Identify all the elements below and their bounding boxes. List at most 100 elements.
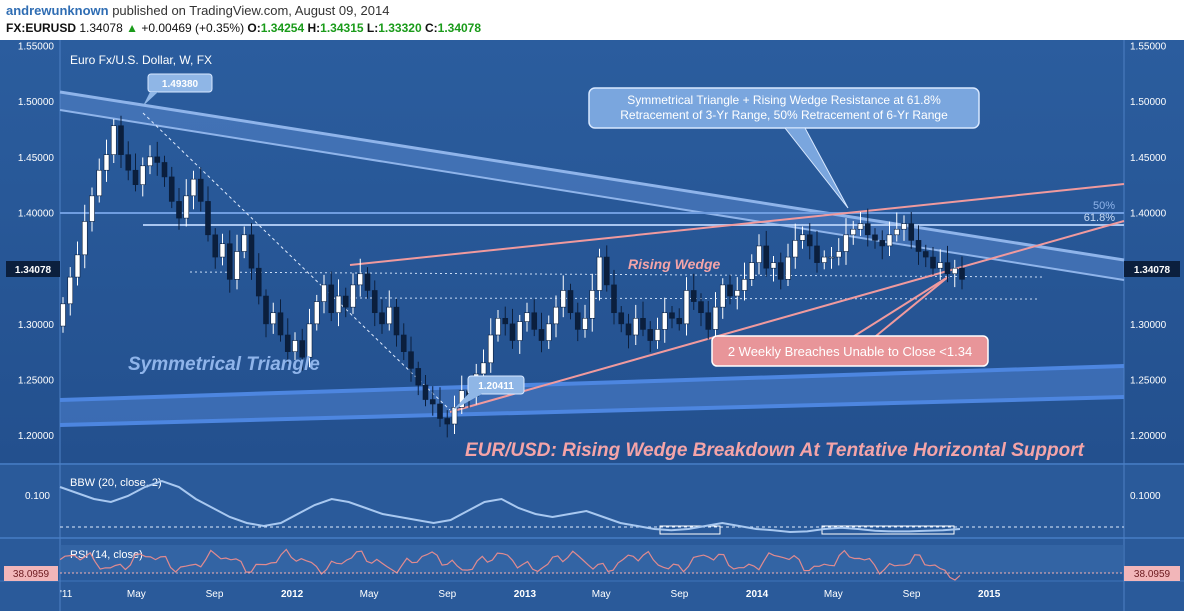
- candle-down: [255, 267, 262, 297]
- bbw-ytick-left: 0.100: [25, 491, 50, 502]
- candle-up: [792, 240, 799, 258]
- candle-up: [524, 312, 530, 322]
- candle-down: [342, 295, 349, 308]
- price-chart[interactable]: 1.550001.500001.450001.400001.350001.300…: [0, 40, 1184, 611]
- resistance-callout-line1: Symmetrical Triangle + Rising Wedge Resi…: [627, 93, 941, 107]
- candle-down: [625, 323, 632, 336]
- candle-down: [574, 312, 581, 330]
- candle-up: [487, 334, 494, 364]
- candle-down: [959, 267, 965, 280]
- candle-down: [567, 290, 574, 314]
- candle-down: [299, 340, 306, 358]
- author-link[interactable]: andrewunknown: [6, 3, 109, 18]
- candle-up: [589, 290, 596, 319]
- candle-down: [422, 384, 429, 400]
- wedge-upper-line: [349, 183, 1125, 266]
- bbw-panel: [0, 465, 1184, 537]
- close-label: C:: [424, 21, 438, 35]
- x-tick-label: 2013: [514, 589, 537, 600]
- x-tick-label: Sep: [903, 589, 921, 600]
- candle-up: [306, 323, 313, 358]
- y-tick-label: 1.50000: [1130, 97, 1167, 108]
- candle-down: [806, 234, 813, 247]
- candle-up: [183, 195, 190, 219]
- y-tick-label: 1.40000: [1130, 209, 1167, 220]
- close-value: 1.34078: [437, 21, 482, 35]
- resistance-callout: Symmetrical Triangle + Rising Wedge Resi…: [588, 87, 980, 209]
- candle-down: [922, 251, 929, 258]
- candle-down: [429, 399, 436, 405]
- candle-up: [89, 195, 95, 222]
- candle-down: [763, 245, 770, 269]
- y-tick-label: 1.55000: [18, 42, 55, 53]
- candle-down: [531, 312, 538, 330]
- candle-down: [248, 234, 255, 269]
- x-tick-label: May: [824, 589, 843, 600]
- candle-down: [814, 245, 820, 263]
- candle-down: [125, 154, 132, 171]
- y-tick-label: 1.25000: [1130, 376, 1167, 387]
- rsi-value-tag-left: 38.0959: [4, 566, 58, 581]
- rsi-label: RSI (14, close): [70, 549, 143, 561]
- bbw-label: BBW (20, close, 2): [70, 477, 162, 489]
- x-tick-label: Sep: [438, 589, 456, 600]
- candle-up: [219, 243, 226, 258]
- y-tick-label: 1.55000: [1130, 42, 1167, 53]
- candle-up: [835, 251, 842, 258]
- candle-down: [437, 403, 443, 419]
- candle-up: [313, 301, 320, 325]
- candle-up: [582, 317, 588, 330]
- x-tick-label: May: [360, 589, 379, 600]
- fib-618-label: 61.8%: [1084, 212, 1115, 224]
- candle-up: [901, 223, 907, 230]
- candle-up: [654, 329, 661, 341]
- candle-down: [640, 317, 646, 330]
- trough-callout: 1.20411: [453, 375, 525, 410]
- y-tick-label: 1.30000: [1130, 320, 1167, 331]
- x-tick-label: Sep: [206, 589, 224, 600]
- candle-down: [698, 301, 704, 314]
- candle-down: [393, 306, 400, 336]
- candle-up: [67, 276, 74, 305]
- candle-up: [81, 221, 88, 256]
- triangle-support-upper: [59, 364, 1125, 402]
- candle-up: [103, 154, 110, 171]
- candle-up: [741, 279, 748, 291]
- candle-down: [705, 312, 712, 330]
- triangle-resistance-band: [60, 92, 1124, 280]
- svg-text:38.0959: 38.0959: [13, 569, 50, 580]
- candle-up: [937, 262, 944, 269]
- x-tick-label: 2015: [978, 589, 1001, 600]
- candle-down: [212, 234, 219, 258]
- symbol-label: FX:EURUSD: [6, 21, 77, 35]
- low-label: L:: [366, 21, 379, 35]
- candle-up: [770, 262, 777, 269]
- candle-down: [777, 262, 784, 280]
- candle-up: [386, 306, 393, 325]
- triangle-support-lower: [59, 395, 1125, 427]
- change-text: +0.00469 (+0.35%): [141, 21, 245, 35]
- x-tick-label: May: [592, 589, 611, 600]
- x-tick-label: Sep: [671, 589, 689, 600]
- candle-up: [893, 228, 900, 236]
- candle-down: [168, 176, 175, 202]
- candle-up: [190, 178, 197, 197]
- candle-up: [553, 306, 559, 325]
- candle-down: [502, 317, 509, 325]
- bbw-ytick-right: 0.1000: [1130, 491, 1161, 502]
- candle-up: [821, 256, 828, 263]
- candle-down: [284, 334, 291, 352]
- candle-up: [350, 284, 356, 308]
- candle-down: [872, 234, 878, 241]
- candle-up: [451, 407, 458, 425]
- x-axis-strip: [0, 581, 1184, 611]
- breach-pointer: [839, 276, 949, 346]
- y-tick-label: 1.20000: [18, 431, 55, 442]
- svg-text:1.34078: 1.34078: [15, 265, 52, 276]
- x-tick-label: 2014: [746, 589, 769, 600]
- rsi-line: [59, 548, 961, 581]
- breach-pointer: [864, 276, 949, 346]
- candle-down: [864, 223, 871, 236]
- candle-up: [241, 234, 248, 252]
- candle-up: [234, 251, 240, 280]
